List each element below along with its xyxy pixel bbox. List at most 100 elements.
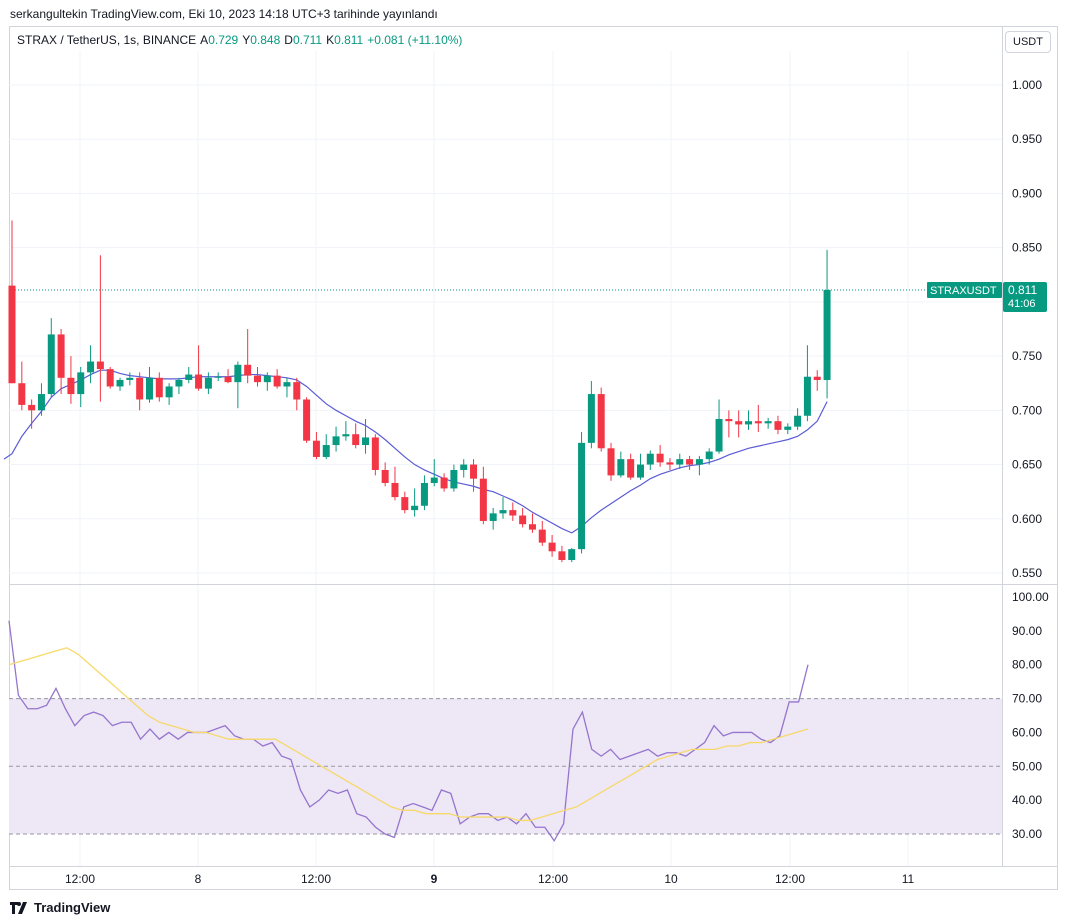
symbol-legend: STRAX / TetherUS, 1s, BINANCE A 0.729 Y 0.… bbox=[17, 33, 462, 47]
candle-body bbox=[106, 369, 114, 387]
candle-body bbox=[28, 404, 36, 411]
candle-body bbox=[823, 289, 831, 380]
candle-body bbox=[136, 377, 144, 400]
rsi-tick-label: 40.00 bbox=[1012, 793, 1042, 807]
candle-body bbox=[8, 285, 16, 384]
candle-body bbox=[420, 482, 428, 506]
candle-body bbox=[165, 386, 173, 398]
candle-body bbox=[509, 510, 517, 516]
price-tick-label: 0.900 bbox=[1012, 186, 1042, 200]
time-tick-label: 9 bbox=[431, 872, 438, 886]
price-tag-symbol: STRAXUSDT bbox=[930, 285, 997, 297]
candle-body bbox=[401, 497, 409, 511]
candle-body bbox=[234, 364, 242, 383]
rsi-tick-label: 50.00 bbox=[1012, 759, 1042, 773]
rsi-tick-label: 100.00 bbox=[1012, 590, 1049, 604]
candle-body bbox=[528, 524, 536, 530]
candle-body bbox=[224, 376, 232, 383]
candle-body bbox=[568, 549, 576, 560]
candle-body bbox=[666, 462, 674, 465]
candle-body bbox=[145, 377, 153, 400]
candle-body bbox=[479, 478, 487, 521]
candle-body bbox=[214, 376, 222, 378]
price-tick-label: 0.850 bbox=[1012, 241, 1042, 255]
candle-body bbox=[204, 377, 212, 389]
candle-body bbox=[37, 394, 45, 411]
candle-body bbox=[126, 377, 134, 380]
time-tick-label: 10 bbox=[664, 872, 678, 886]
price-tick-label: 0.650 bbox=[1012, 458, 1042, 472]
price-tag-box bbox=[1003, 281, 1047, 312]
price-tick-label: 0.700 bbox=[1012, 403, 1042, 417]
candle-body bbox=[391, 482, 399, 498]
candle-body bbox=[764, 421, 772, 424]
price-tick-label: 0.550 bbox=[1012, 566, 1042, 580]
price-tag-symbol-box bbox=[927, 281, 1002, 298]
legend-high-value: 0.848 bbox=[250, 33, 281, 47]
candle-body bbox=[695, 459, 703, 465]
candle-body bbox=[155, 377, 163, 398]
rsi-tick-label: 80.00 bbox=[1012, 658, 1042, 672]
currency-button[interactable]: USDT bbox=[1005, 31, 1051, 53]
candle-body bbox=[489, 513, 497, 521]
published-info: serkangultekin TradingView.com, Eki 10, … bbox=[10, 7, 438, 21]
candle-body bbox=[87, 361, 95, 373]
candle-body bbox=[332, 436, 340, 446]
rsi-tick-label: 60.00 bbox=[1012, 725, 1042, 739]
price-tick-label: 0.600 bbox=[1012, 512, 1042, 526]
candle-body bbox=[813, 376, 821, 380]
chart-frame bbox=[9, 26, 1058, 890]
candle-body bbox=[558, 551, 566, 560]
candle-body bbox=[725, 419, 733, 422]
candle-body bbox=[77, 372, 85, 395]
candle-body bbox=[57, 334, 65, 378]
candle-body bbox=[705, 451, 713, 460]
candle-body bbox=[450, 469, 458, 489]
candle-body bbox=[754, 421, 762, 424]
legend-close-label: K bbox=[326, 33, 335, 47]
time-tick-label: 12:00 bbox=[775, 872, 805, 886]
candle-body bbox=[597, 394, 605, 449]
time-tick-label: 12:00 bbox=[65, 872, 95, 886]
candle-body bbox=[430, 477, 438, 483]
candle-body bbox=[47, 334, 55, 395]
rsi-tick-label: 70.00 bbox=[1012, 692, 1042, 706]
candle-body bbox=[67, 377, 75, 395]
candle-body bbox=[499, 510, 507, 514]
candle-body bbox=[195, 374, 203, 389]
legend-change: +0.081 (+11.10%) bbox=[367, 33, 463, 47]
candle-body bbox=[587, 394, 595, 443]
candle-body bbox=[617, 459, 625, 476]
candle-body bbox=[578, 442, 586, 550]
price-tag-countdown: 41:06 bbox=[1008, 298, 1036, 310]
candle-body bbox=[470, 464, 478, 479]
time-tick-label: 11 bbox=[902, 872, 915, 886]
candle-body bbox=[254, 375, 261, 383]
legend-symbol[interactable]: STRAX / TetherUS, 1s, BINANCE bbox=[17, 33, 197, 47]
footer-logo: TradingView bbox=[10, 900, 110, 915]
candle-body bbox=[636, 464, 644, 478]
candle-body bbox=[548, 542, 556, 552]
candle-body bbox=[676, 459, 684, 465]
candle-body bbox=[460, 464, 468, 470]
candle-body bbox=[303, 399, 311, 441]
price-tick-label: 1.000 bbox=[1012, 78, 1042, 92]
candle-body bbox=[686, 459, 694, 465]
price-tick-label: 0.750 bbox=[1012, 349, 1042, 363]
candle-body bbox=[656, 453, 664, 463]
candle-body bbox=[322, 445, 330, 457]
candle-body bbox=[646, 453, 654, 465]
legend-high-label: Y bbox=[242, 33, 251, 47]
rsi-ma-line bbox=[8, 647, 809, 822]
legend-low-value: 0.711 bbox=[292, 33, 323, 47]
price-tick-label: 0.950 bbox=[1012, 132, 1042, 146]
candle-body bbox=[283, 382, 291, 387]
candle-body bbox=[381, 469, 389, 483]
rsi-tick-label: 90.00 bbox=[1012, 624, 1042, 638]
candle-body bbox=[244, 364, 252, 376]
candle-body bbox=[371, 437, 379, 470]
candle-body bbox=[794, 415, 802, 427]
time-tick-label: 12:00 bbox=[301, 872, 331, 886]
candle-body bbox=[96, 361, 104, 370]
